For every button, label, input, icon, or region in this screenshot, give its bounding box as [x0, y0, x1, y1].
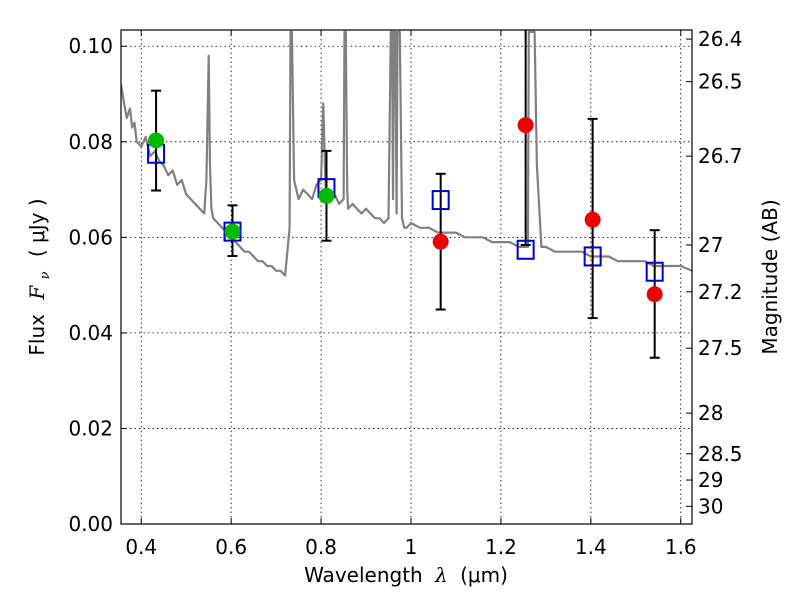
- y-tick-label: 0.02: [68, 416, 113, 440]
- grid: [121, 30, 692, 524]
- red-data-point: [584, 211, 601, 228]
- x-axis-title-prefix: Wavelength: [304, 563, 423, 587]
- x-tick-label: 0.8: [305, 535, 337, 559]
- plot-frame: [120, 29, 693, 525]
- x-axis-title-symbol: λ: [434, 563, 448, 587]
- y-axis-title: Flux F ν ( μJy ): [25, 198, 54, 355]
- y-axis-title-sub: ν: [38, 271, 53, 279]
- x-tick-label: 1.2: [485, 535, 517, 559]
- y2-tick-label: 29: [698, 468, 723, 492]
- y-tick-label: 0.10: [68, 34, 113, 58]
- y2-tick-label: 28.5: [698, 442, 743, 466]
- y2-tick-label: 26.5: [698, 70, 743, 94]
- markers: [147, 117, 664, 303]
- y-tick-label: 0.00: [68, 512, 113, 536]
- x-axis-title: Wavelength λ (μm): [304, 563, 508, 587]
- y2-tick-label: 26.7: [698, 144, 743, 168]
- y2-tick-label: 30: [698, 494, 723, 518]
- y2-tick-label: 27: [698, 233, 723, 257]
- x-tick-label: 0.6: [215, 535, 247, 559]
- x-tick-label: 1.4: [575, 535, 607, 559]
- y-tick-label: 0.06: [68, 225, 113, 249]
- model-sed-layer: [121, 30, 692, 277]
- y2-tick-label: 27.5: [698, 336, 743, 360]
- x-tick-label: 1.6: [665, 535, 697, 559]
- y-axis-title-symbol: F: [25, 285, 49, 301]
- ticks: 0.4 0.6 0.8 1 1.2 1.4 1.6 0.00 0.02 0.04 0.06 0.08 0…: [68, 27, 742, 559]
- model-photometry-square: [431, 190, 450, 211]
- x-tick-label: 0.4: [125, 535, 157, 559]
- y2-tick-label: 27.2: [698, 280, 743, 304]
- green-data-point: [318, 187, 335, 204]
- model-photometry-square: [583, 246, 602, 267]
- y-axis-title-unit: ( μJy ): [25, 198, 49, 257]
- y2-axis-title: Magnitude (AB): [758, 199, 782, 354]
- y-tick-label: 0.08: [68, 130, 113, 154]
- sed-model-line: [121, 30, 692, 277]
- y2-tick-label: 28: [698, 401, 723, 425]
- green-data-point: [224, 223, 241, 240]
- model-photometry-square: [645, 261, 664, 282]
- x-axis-title-unit: (μm): [460, 563, 508, 587]
- y-tick-label: 0.04: [68, 321, 113, 345]
- model-photometry-square: [516, 239, 535, 260]
- green-data-point: [148, 132, 165, 149]
- red-data-point: [432, 233, 449, 250]
- y2-tick-label: 26.4: [698, 27, 743, 51]
- y-axis-title-prefix: Flux: [25, 314, 49, 356]
- red-data-point: [646, 286, 663, 303]
- x-tick-label: 1: [405, 535, 418, 559]
- error-bars: [151, 30, 660, 359]
- red-data-point: [517, 117, 534, 134]
